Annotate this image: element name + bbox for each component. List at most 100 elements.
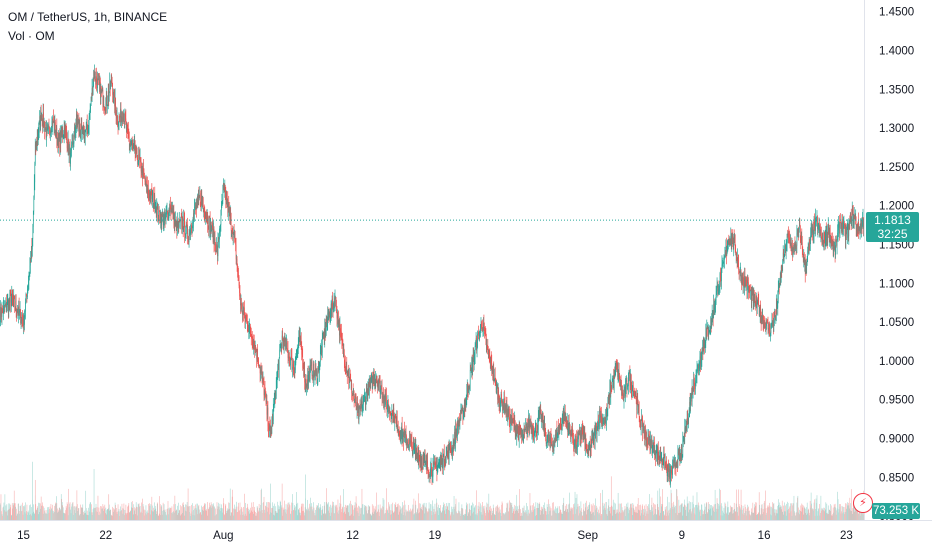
volume-bar (444, 506, 446, 520)
volume-bar (456, 511, 457, 520)
candle-body (579, 431, 580, 434)
volume-bar (365, 505, 366, 520)
candle-body (263, 378, 264, 384)
candle-body (747, 279, 748, 290)
volume-bar (237, 506, 239, 520)
volume-bar (722, 515, 724, 520)
volume-bar (494, 515, 496, 520)
volume-bar (389, 506, 390, 520)
volume-bar (193, 510, 194, 520)
volume-bar (761, 504, 763, 520)
candle-body (82, 128, 84, 130)
candle-body (420, 458, 422, 464)
volume-bar (491, 515, 493, 520)
volume-bar (331, 512, 332, 520)
candle-body (441, 454, 443, 464)
volume-bar (0, 494, 2, 520)
volume-bar (493, 514, 495, 520)
volume-bar (419, 512, 421, 520)
volume-bar (515, 509, 517, 520)
candle-body (570, 430, 571, 440)
volume-bar (332, 501, 333, 520)
volume-bar (407, 511, 408, 520)
volume-bar (713, 504, 715, 520)
volume-bar (343, 489, 344, 520)
volume-bar (428, 502, 430, 520)
volume-bar (11, 503, 13, 520)
candle-body (574, 439, 576, 444)
volume-bar (286, 513, 287, 520)
candle-body (537, 425, 538, 433)
volume-bar (706, 512, 708, 520)
volume-bar (219, 509, 220, 520)
volume-bar (124, 509, 126, 520)
candle-body (388, 409, 390, 412)
volume-bar (400, 508, 402, 520)
candle-body (421, 459, 423, 465)
candle-body (108, 91, 110, 98)
volume-bar (509, 500, 510, 520)
candle-body (496, 385, 498, 386)
candle-body (419, 456, 421, 460)
candle-body (759, 304, 761, 315)
volume-bar (429, 508, 430, 520)
candle-body (410, 442, 411, 443)
candle-body (285, 344, 287, 350)
candle-body (110, 82, 111, 89)
volume-bar (851, 514, 853, 520)
volume-bar (709, 508, 711, 520)
candle-body (142, 166, 143, 179)
volume-bar (412, 508, 413, 520)
volume-bar (164, 509, 166, 520)
volume-bar (700, 509, 701, 520)
volume-bar (484, 510, 485, 520)
candle-body (583, 432, 585, 438)
volume-bar (423, 505, 424, 520)
volume-bar (702, 514, 704, 520)
candle-body (278, 365, 279, 372)
candle-body (262, 378, 264, 382)
candle-body (620, 381, 621, 387)
volume-bar (821, 508, 823, 520)
candle-body (233, 231, 234, 233)
candle-body (455, 428, 457, 437)
candle-body (44, 122, 45, 132)
volume-bar (205, 503, 207, 520)
candle-body (743, 277, 744, 283)
volume-bar (409, 510, 410, 520)
candle-body (293, 368, 295, 372)
volume-bar (172, 513, 174, 520)
candle-body (374, 379, 375, 386)
candle-body (418, 455, 420, 457)
volume-bar (259, 511, 261, 520)
volume-bar (357, 507, 358, 520)
candle-body (132, 144, 134, 147)
candle-body (164, 214, 165, 218)
candle-body (692, 387, 693, 395)
volume-bar (368, 509, 370, 520)
candle-body (656, 447, 658, 450)
candle-body (595, 425, 597, 427)
candle-body (761, 315, 762, 323)
candle-body (469, 385, 471, 387)
volume-bar (618, 513, 619, 520)
candle-body (770, 325, 772, 333)
volume-bar (9, 508, 10, 520)
volume-bar (449, 502, 450, 520)
candle-body (187, 227, 188, 239)
candle-body (379, 379, 380, 381)
volume-bar (629, 510, 630, 520)
candle-body (618, 370, 620, 376)
candle-body (177, 221, 178, 235)
candle-body (59, 133, 61, 149)
volume-bar (107, 508, 109, 520)
candle-body (565, 417, 567, 420)
candle-body (534, 435, 535, 437)
volume-bar (190, 515, 191, 520)
volume-bar (270, 483, 271, 520)
candle-body (18, 305, 19, 315)
volume-bar (3, 502, 5, 520)
volume-bar (650, 511, 652, 520)
candle-body (494, 374, 495, 381)
